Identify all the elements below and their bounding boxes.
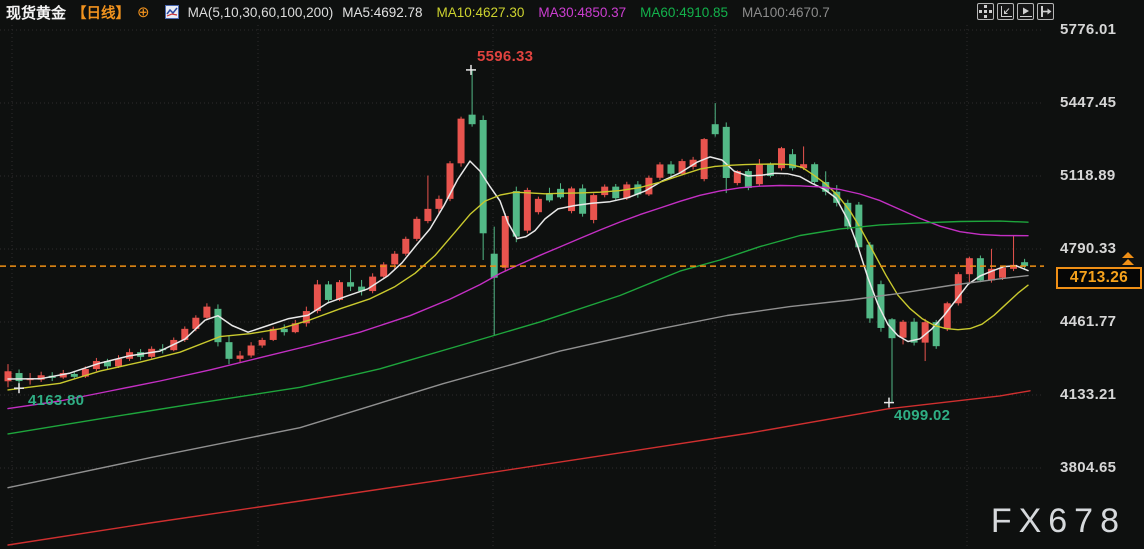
axis-tick-label: 3804.65 (1060, 459, 1117, 476)
axis-tick-label: 5447.45 (1060, 94, 1117, 111)
axis-tick-label: 5118.89 (1060, 167, 1116, 184)
symbol-name[interactable]: 现货黄金 (6, 4, 67, 22)
ma-values: MA5:4692.78 MA10:4627.30 MA30:4850.37 MA60:… (342, 5, 830, 20)
watermark: FX678 (990, 502, 1126, 540)
price-up-arrow-icon (1121, 252, 1135, 266)
indicator-chart-icon[interactable] (164, 5, 179, 19)
scale-left-icon[interactable] (997, 3, 1014, 20)
axis-tick-label: 4133.21 (1060, 386, 1117, 403)
low-price-label-left: 4163.80 (28, 392, 85, 410)
ma-value: MA10:4627.30 (436, 4, 525, 20)
pan-crosshair-icon[interactable] (977, 3, 994, 20)
scale-right-icon[interactable] (1017, 3, 1034, 20)
jump-to-latest-icon[interactable] (1037, 3, 1054, 20)
axis-tick-label: 5776.01 (1060, 21, 1117, 38)
last-price-value: 4713.26 (1069, 269, 1129, 287)
chart-toolbar (977, 3, 1054, 20)
ma-value: MA60:4910.85 (640, 4, 728, 20)
ma-value: MA100:4670.7 (742, 4, 830, 20)
last-price-box: 4713.26 (1056, 267, 1142, 290)
high-price-label: 5596.33 (477, 47, 534, 65)
ma-value: MA30:4850.37 (538, 4, 627, 20)
low-price-label-right: 4099.02 (894, 406, 951, 424)
chart-header: 现货黄金 【日线】 ⊕ MA(5,10,30,60,100,200) MA5:4… (0, 0, 1144, 24)
ma-value: MA5:4692.78 (342, 4, 423, 20)
ma-settings-label[interactable]: MA(5,10,30,60,100,200) (187, 4, 334, 20)
axis-tick-label: 4461.77 (1060, 313, 1117, 330)
add-circle-icon[interactable]: ⊕ (137, 3, 150, 21)
period-label[interactable]: 【日线】 (72, 5, 131, 22)
axis-tick-label: 4790.33 (1060, 240, 1117, 257)
